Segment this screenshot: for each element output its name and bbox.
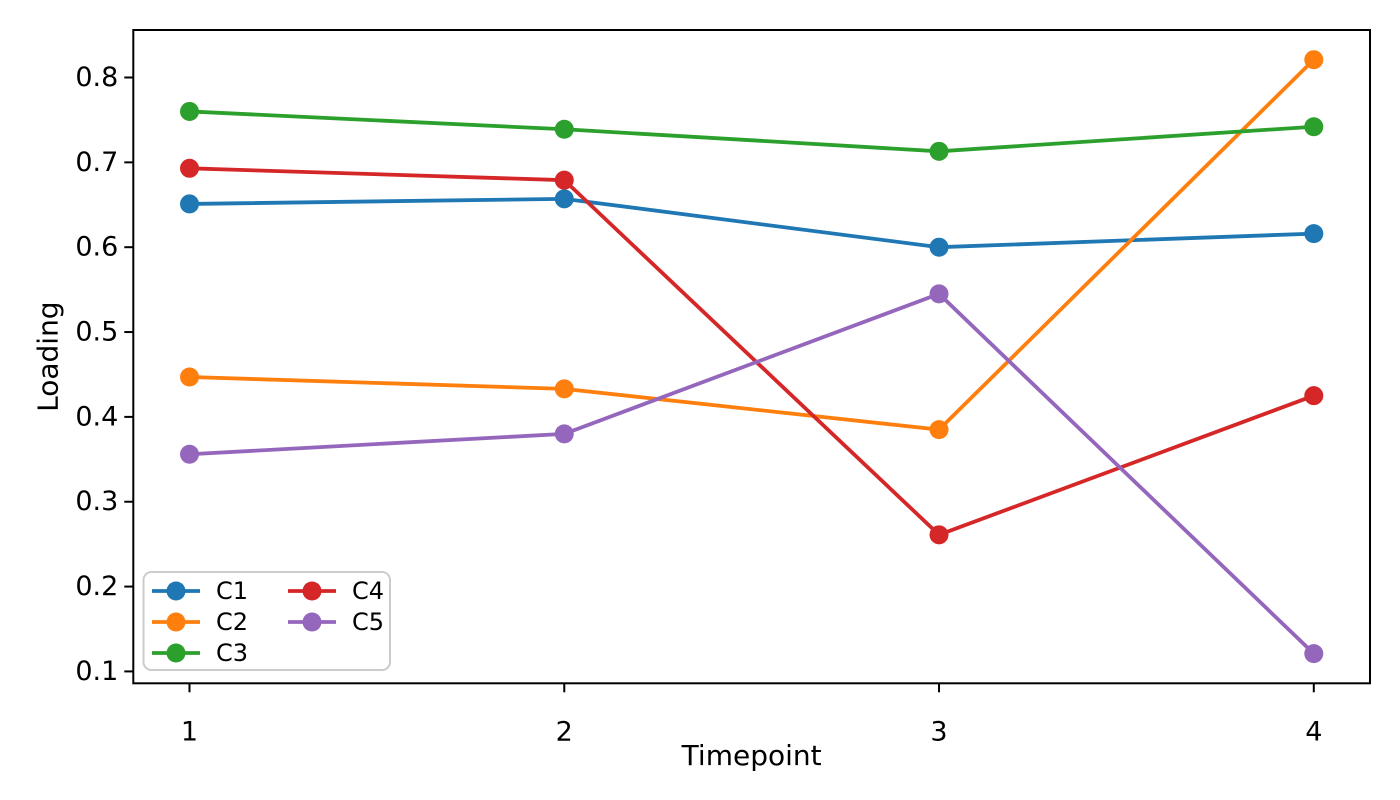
series-marker-C4-t1 [180, 158, 200, 178]
legend-label-C5: C5 [352, 608, 384, 636]
legend-marker-C1 [166, 581, 186, 601]
series-marker-C4-t4 [1304, 386, 1324, 406]
x-tick-label: 4 [1305, 716, 1322, 747]
series-line-C1 [189, 196, 1314, 250]
legend-entry-C3: C3 [152, 639, 248, 667]
series-line-C5 [189, 291, 1316, 655]
series-marker-C4-t3 [929, 525, 949, 545]
legend-entry-C5: C5 [288, 608, 384, 636]
legend-marker-C2 [166, 612, 186, 632]
x-tick-label: 3 [930, 716, 947, 747]
series-marker-C2-t3 [929, 420, 949, 440]
series-marker-C3-t4 [1304, 117, 1324, 137]
y-tick-label: 0.7 [75, 147, 118, 178]
y-tick-label: 0.6 [75, 232, 118, 263]
series-marker-C3-t2 [554, 119, 574, 139]
legend-entry-C2: C2 [152, 608, 248, 636]
legend-label-C3: C3 [216, 639, 248, 667]
legend-marker-C4 [302, 581, 322, 601]
legend-box [142, 571, 391, 671]
series-marker-C5-t2 [554, 424, 574, 444]
series-line-C3 [189, 109, 1314, 154]
legend-label-C1: C1 [216, 577, 248, 605]
legend-entry-C1: C1 [152, 577, 248, 605]
series-line-C2 [189, 58, 1316, 432]
x-axis-label: Timepoint [681, 739, 822, 772]
series-marker-C3-t3 [929, 141, 949, 161]
legend-marker-C3 [166, 643, 186, 663]
y-tick-label: 0.2 [75, 571, 118, 602]
legend: C1 C2 C3 C4 C5 [142, 571, 391, 671]
series-marker-C4-t2 [554, 170, 574, 190]
y-axis-label: Loading [32, 301, 65, 411]
x-tick-label: 1 [181, 716, 198, 747]
x-tick-label: 2 [556, 716, 573, 747]
series-line-C4 [189, 166, 1315, 538]
legend-entry-C4: C4 [288, 577, 384, 605]
y-tick-label: 0.3 [75, 486, 118, 517]
series-marker-C1-t3 [929, 237, 949, 257]
series-marker-C1-t1 [180, 194, 200, 214]
series-marker-C5-t3 [929, 284, 949, 304]
plot-box [132, 29, 1371, 685]
y-tick-label: 0.4 [75, 401, 118, 432]
series-marker-C2-t1 [180, 367, 200, 387]
y-tick-label: 0.1 [75, 656, 118, 687]
series-marker-C2-t4 [1304, 50, 1324, 70]
series-marker-C1-t4 [1304, 224, 1324, 244]
series-marker-C3-t1 [180, 101, 200, 121]
legend-label-C4: C4 [352, 577, 384, 605]
y-tick-label: 0.5 [75, 317, 118, 348]
series-marker-C5-t1 [180, 444, 200, 464]
legend-label-C2: C2 [216, 608, 248, 636]
series-marker-C5-t4 [1304, 644, 1324, 664]
legend-marker-C5 [302, 612, 322, 632]
series-marker-C1-t2 [554, 189, 574, 209]
series-marker-C2-t2 [554, 379, 574, 399]
y-tick-label: 0.8 [75, 62, 118, 93]
